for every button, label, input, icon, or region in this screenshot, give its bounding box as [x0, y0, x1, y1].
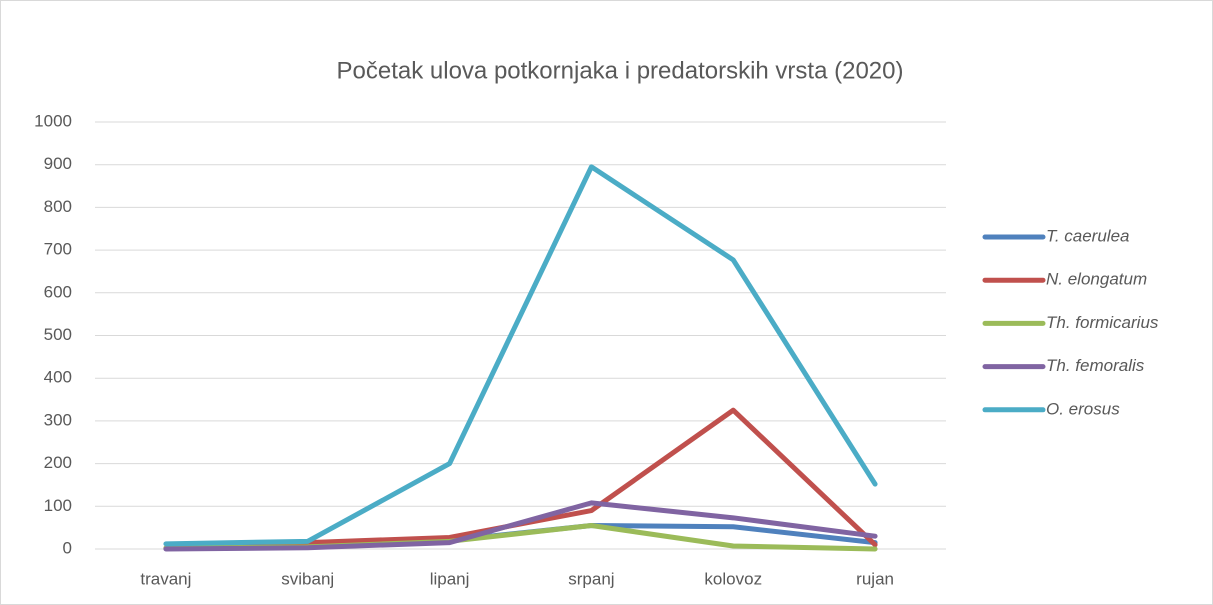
x-tick-label: lipanj [430, 569, 470, 588]
legend-label: N. elongatum [1046, 270, 1147, 289]
y-tick-label: 100 [44, 496, 72, 515]
y-tick-label: 800 [44, 197, 72, 216]
x-tick-label: travanj [140, 569, 191, 588]
y-tick-label: 600 [44, 282, 72, 301]
x-tick-label: srpanj [568, 569, 614, 588]
y-tick-label: 300 [44, 410, 72, 429]
y-tick-label: 200 [44, 453, 72, 472]
x-tick-label: kolovoz [704, 569, 762, 588]
y-tick-label: 500 [44, 325, 72, 344]
y-tick-label: 400 [44, 368, 72, 387]
legend: T. caerulea N. elongatum Th. formicarius Th… [982, 226, 1159, 418]
series-line [163, 500, 878, 552]
x-tick-label: svibanj [281, 569, 334, 588]
legend-label: Th. femoralis [1046, 356, 1145, 375]
legend-label: O. erosus [1046, 399, 1120, 418]
y-tick-label: 700 [44, 240, 72, 259]
series-line [163, 164, 878, 547]
x-tick-label: rujan [856, 569, 894, 588]
y-tick-label: 900 [44, 154, 72, 173]
y-tick-label: 1000 [34, 111, 72, 130]
legend-label: T. caerulea [1046, 226, 1129, 245]
y-tick-label: 0 [63, 538, 72, 557]
legend-label: Th. formicarius [1046, 313, 1159, 332]
chart-title: Početak ulova potkornjaka i predatorskih… [337, 57, 904, 84]
